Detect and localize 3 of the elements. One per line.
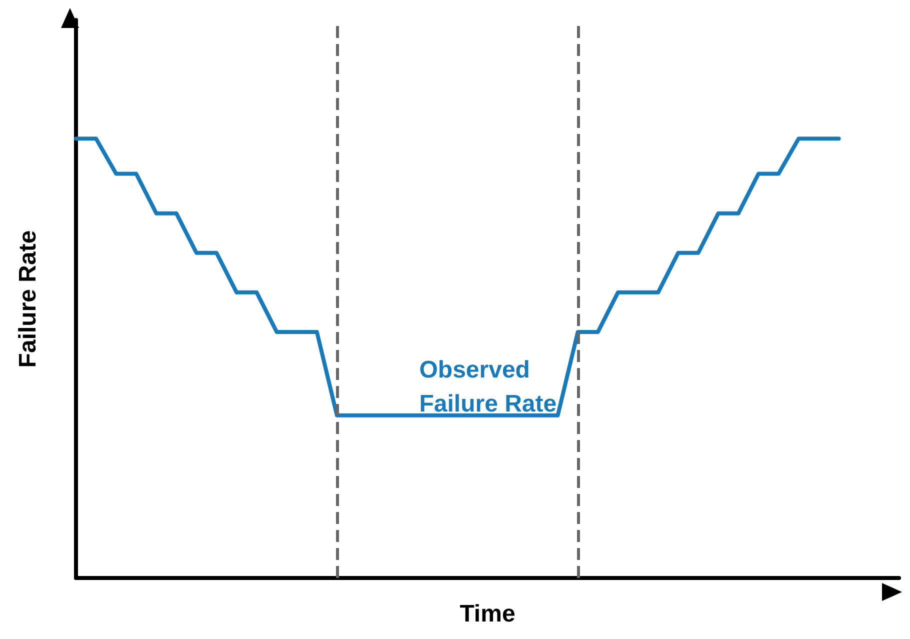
x-axis-title: Time — [460, 600, 516, 628]
y-axis-title: Failure Rate — [14, 230, 42, 368]
annotation: Observed Failure Rate — [419, 356, 557, 418]
